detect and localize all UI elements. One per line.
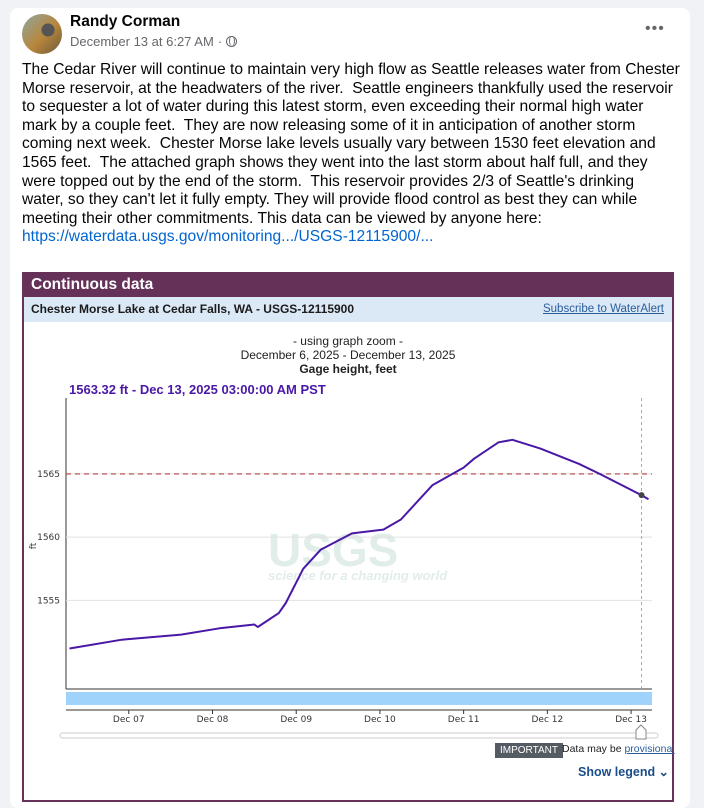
chart-title: Gage height, feet xyxy=(299,362,397,376)
important-badge: IMPORTANT xyxy=(495,743,563,758)
provisional-link[interactable]: provisional xyxy=(624,743,675,755)
gage-height-chart[interactable]: USGS science for a changing world ft 155… xyxy=(0,0,704,788)
post-text: The Cedar River will continue to maintai… xyxy=(22,61,680,246)
brush-scrubber[interactable] xyxy=(66,692,652,705)
date-range: December 6, 2025 - December 13, 2025 xyxy=(240,348,456,362)
usgs-watermark: USGS science for a changing world xyxy=(268,524,448,583)
provisional-note: Data may be provisional xyxy=(562,743,675,755)
cursor-point xyxy=(638,492,645,499)
series-line xyxy=(69,438,649,650)
zoom-note: - using graph zoom - xyxy=(292,334,404,348)
x-tick-label: Dec 10 xyxy=(364,715,396,725)
x-tick-label: Dec 13 xyxy=(615,715,647,725)
avatar[interactable] xyxy=(22,14,62,54)
usgs-link[interactable]: https://waterdata.usgs.gov/monitoring...… xyxy=(22,228,434,246)
show-legend-button[interactable]: Show legend ⌄ xyxy=(578,765,670,779)
post-meta: December 13 at 6:27 AM · xyxy=(70,34,238,49)
cursor-readout: 1563.32 ft - Dec 13, 2025 03:00:00 AM PS… xyxy=(69,382,326,397)
more-options-icon[interactable]: ••• xyxy=(645,20,665,37)
site-name: Chester Morse Lake at Cedar Falls, WA - … xyxy=(31,302,355,316)
author-name[interactable]: Randy Corman xyxy=(70,13,181,30)
watermark-tagline: science for a changing world xyxy=(268,568,448,583)
globe-icon[interactable] xyxy=(226,36,238,47)
site-bar: Chester Morse Lake at Cedar Falls, WA - … xyxy=(24,297,672,322)
y-tick-label: 1560 xyxy=(37,533,60,543)
continuous-data-header: Continuous data xyxy=(22,272,674,297)
x-tick-label: Dec 09 xyxy=(280,715,312,725)
timestamp[interactable]: December 13 at 6:27 AM xyxy=(70,34,214,49)
slider-handle[interactable] xyxy=(635,724,647,740)
subscribe-wateralert-link[interactable]: Subscribe to WaterAlert xyxy=(542,303,664,315)
y-tick-label: 1555 xyxy=(37,596,60,606)
x-tick-label: Dec 11 xyxy=(448,715,480,725)
separator: · xyxy=(217,34,223,49)
x-tick-label: Dec 07 xyxy=(113,715,145,725)
watermark-text: USGS xyxy=(268,524,398,576)
x-tick-label: Dec 08 xyxy=(197,715,229,725)
y-tick-label: 1565 xyxy=(37,470,60,480)
y-axis-label: ft xyxy=(29,542,39,549)
range-slider[interactable] xyxy=(59,732,659,739)
x-tick-label: Dec 12 xyxy=(531,715,563,725)
